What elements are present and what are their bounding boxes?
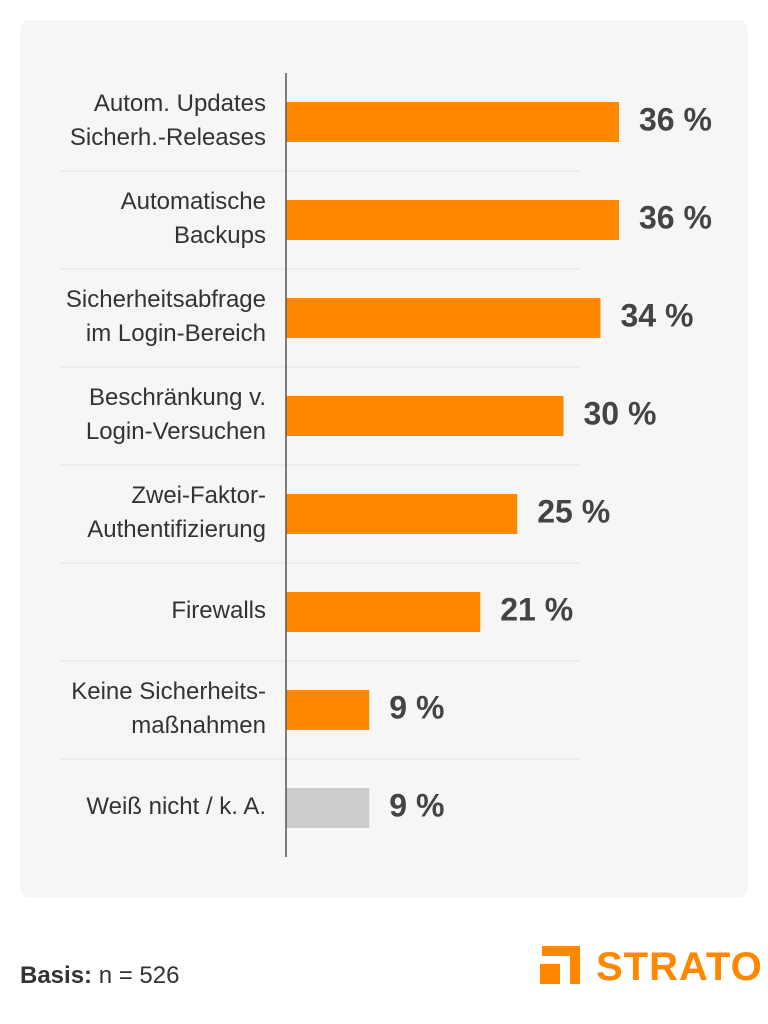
category-label: Autom. Updates Sicherh.-Releases xyxy=(70,90,266,151)
bar xyxy=(286,788,370,828)
bar xyxy=(286,396,564,436)
bar xyxy=(286,298,601,338)
category-label-line: maßnahmen xyxy=(131,712,266,739)
value-label: 36 % xyxy=(639,101,712,137)
strato-logo: STRATO xyxy=(538,942,762,990)
category-label-line: Autom. Updates xyxy=(94,90,266,117)
bar xyxy=(286,200,619,240)
category-label: Zwei-Faktor- Authentifizierung xyxy=(87,482,266,543)
value-label: 21 % xyxy=(500,591,573,627)
category-label-line: Firewalls xyxy=(171,597,266,624)
category-label-line: im Login-Bereich xyxy=(86,320,266,347)
strato-logo-icon xyxy=(540,946,580,984)
category-label-line: Automatische xyxy=(121,188,266,215)
value-label: 34 % xyxy=(621,297,694,333)
category-label: Beschränkung v. Login-Versuchen xyxy=(86,384,266,445)
category-label: Automatische Backups xyxy=(121,188,266,249)
strato-logo-text: STRATO xyxy=(596,945,763,989)
category-label: Keine Sicherheits-maßnahmen xyxy=(71,678,266,739)
category-label-line: Beschränkung v. xyxy=(89,384,266,411)
category-label-line: Sicherh.-Releases xyxy=(70,124,266,151)
chart-card: Autom. Updates Sicherh.-Releases 36 % Autom… xyxy=(20,20,748,898)
bar-chart: Autom. Updates Sicherh.-Releases 36 % Autom… xyxy=(60,73,712,857)
basis-label: Basis: xyxy=(20,962,93,989)
category-label-line: Backups xyxy=(174,222,266,249)
category-label-line: Sicherheitsabfrage xyxy=(66,286,266,313)
bar xyxy=(286,494,518,534)
category-label-line: Weiß nicht / k. A. xyxy=(86,793,266,820)
value-label: 9 % xyxy=(389,689,444,725)
category-label-line: Keine Sicherheits- xyxy=(71,678,266,705)
category-label: Firewalls xyxy=(171,597,266,624)
basis-value: n = 526 xyxy=(92,962,180,989)
bar xyxy=(286,102,619,142)
bar xyxy=(286,690,370,730)
category-label-line: Login-Versuchen xyxy=(86,418,266,445)
category-label: Weiß nicht / k. A. xyxy=(86,793,266,820)
value-label: 9 % xyxy=(389,787,444,823)
value-label: 25 % xyxy=(537,493,610,529)
category-label-line: Zwei-Faktor- xyxy=(131,482,266,509)
value-label: 30 % xyxy=(584,395,657,431)
bar xyxy=(286,592,481,632)
footer-basis: Basis: n = 526 xyxy=(20,962,179,990)
category-label: Sicherheitsabfrage im Login-Bereich xyxy=(66,286,266,347)
value-label: 36 % xyxy=(639,199,712,235)
category-label-line: Authentifizierung xyxy=(87,516,266,543)
